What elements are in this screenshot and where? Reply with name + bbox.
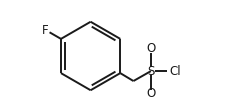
Text: F: F — [41, 25, 48, 38]
Text: S: S — [146, 65, 154, 78]
Text: Cl: Cl — [169, 65, 180, 78]
Text: O: O — [146, 42, 155, 55]
Text: O: O — [146, 87, 155, 100]
